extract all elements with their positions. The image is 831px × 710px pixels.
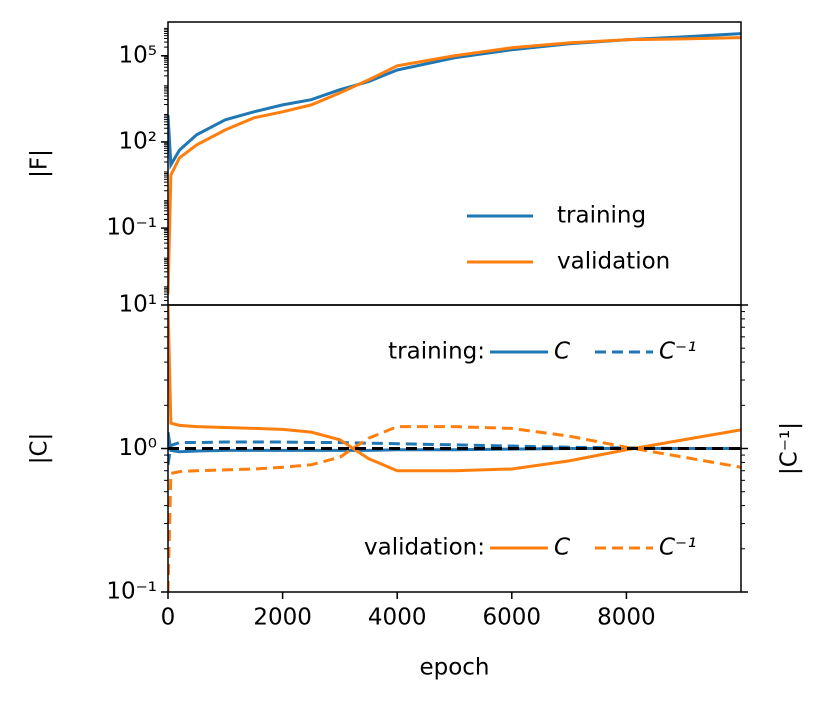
x-axis-label: epoch xyxy=(419,655,489,681)
y-axis-label: |C| xyxy=(27,433,53,465)
axes-frame xyxy=(167,304,742,593)
legend-label: C xyxy=(554,535,570,561)
data-line xyxy=(168,36,741,295)
data-line xyxy=(168,32,741,170)
data-line xyxy=(168,440,741,466)
legend-label: C xyxy=(554,339,570,365)
legend-label: validation xyxy=(557,249,670,275)
y-tick-label: 10⁵ xyxy=(119,42,158,68)
legend-label: C⁻¹ xyxy=(659,339,696,365)
plot-area xyxy=(168,305,741,592)
legend-label: C⁻¹ xyxy=(659,535,696,561)
y-tick-label: 10¹ xyxy=(119,292,158,318)
y2-axis-label: |C⁻¹| xyxy=(777,422,803,475)
x-tick-label: 0 xyxy=(161,605,176,631)
legend-group-label: training: xyxy=(388,339,485,365)
data-line xyxy=(168,425,741,592)
y-tick-label: 10⁰ xyxy=(119,435,158,461)
data-line xyxy=(168,305,741,473)
x-tick-label: 6000 xyxy=(483,605,542,631)
y-tick-label: 10⁻¹ xyxy=(106,215,157,241)
y-tick-label: 10² xyxy=(119,128,158,154)
data-line xyxy=(168,431,741,454)
legend-group-label: validation: xyxy=(364,535,485,561)
plot-area xyxy=(168,32,741,295)
x-tick-label: 8000 xyxy=(597,605,656,631)
x-tick-label: 2000 xyxy=(253,605,312,631)
y-tick-label: 10⁻¹ xyxy=(106,579,157,605)
x-tick-label: 4000 xyxy=(368,605,427,631)
y-axis-label: |F| xyxy=(27,149,53,178)
legend-label: training xyxy=(557,203,646,229)
